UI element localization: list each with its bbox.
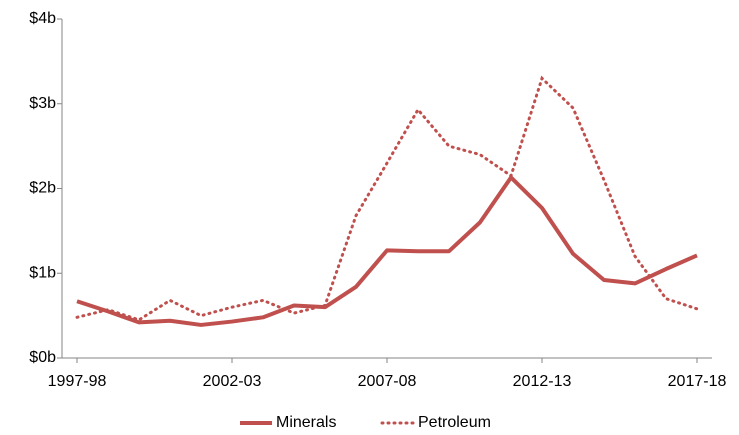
y-tick-label: $3b (29, 95, 56, 112)
x-tick-label: 2012-13 (513, 373, 572, 390)
x-tick-label: 2007-08 (358, 373, 417, 390)
x-tick-label: 1997-98 (48, 373, 107, 390)
series-line (76, 175, 698, 327)
x-tick-label: 2002-03 (203, 373, 262, 390)
x-tick-label: 2017-18 (668, 373, 727, 390)
y-tick-label: $0b (29, 349, 56, 366)
legend-label: Petroleum (418, 414, 491, 431)
y-tick-label: $4b (29, 10, 56, 27)
series-line (75, 75, 699, 322)
y-tick-label: $1b (29, 264, 56, 281)
legend-label: Minerals (276, 414, 336, 431)
y-tick-label: $2b (29, 180, 56, 197)
